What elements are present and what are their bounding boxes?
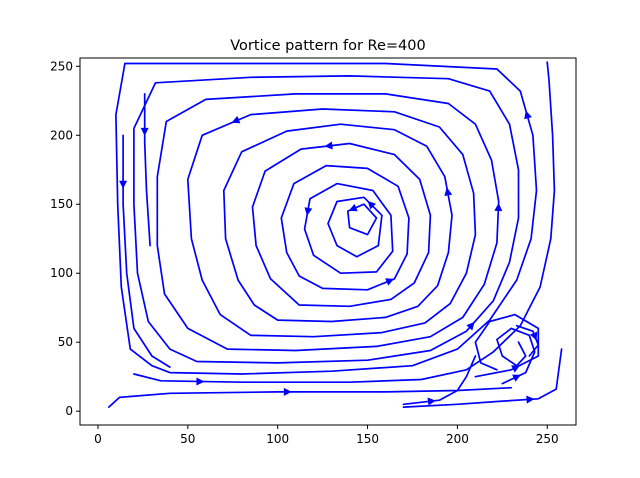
x-tick-label-3: 150 [356, 432, 379, 446]
streamline-7 [251, 142, 432, 308]
x-tick-label-4: 200 [446, 432, 469, 446]
streamline-18 [143, 93, 151, 247]
streamline-arrow-3 [466, 321, 475, 331]
x-tick-label-1: 50 [180, 432, 195, 446]
streamline-3 [133, 75, 520, 364]
streamlines-layer [107, 61, 563, 408]
streamline-arrow-13 [512, 374, 521, 382]
streamline-10 [327, 196, 383, 258]
chart-title: Vortice pattern for Re=400 [230, 38, 425, 54]
y-tick-label-5: 250 [50, 59, 73, 73]
streamline-8 [280, 164, 410, 291]
streamline-4 [156, 93, 500, 352]
streamline-16 [402, 355, 477, 406]
streamline-arrow-14 [511, 365, 520, 373]
x-tick-label-0: 0 [94, 432, 102, 446]
streamline-arrow-4 [494, 202, 503, 212]
y-tick-label-2: 100 [50, 266, 73, 280]
streamline-12 [402, 348, 563, 408]
x-axis: 0 50 100 150 200 250 [94, 425, 559, 446]
streamline-arrow-10 [367, 200, 376, 210]
streamline-1 [133, 61, 556, 384]
streamline-9 [303, 182, 394, 275]
x-tick-label-5: 250 [536, 432, 559, 446]
streamline-arrow-17 [119, 180, 128, 189]
streamline-arrow-11 [348, 203, 358, 212]
streamline-2 [115, 62, 538, 375]
streamline-arrow-5 [231, 115, 241, 124]
streamline-arrow-1 [196, 377, 205, 386]
streamline-arrow-16 [427, 397, 436, 406]
y-tick-label-1: 50 [58, 335, 73, 349]
streamline-6 [222, 123, 453, 323]
streamline-17 [122, 134, 171, 368]
streamline-arrow-0 [283, 387, 292, 396]
streamline-arrow-7 [324, 141, 333, 150]
y-tick-label-3: 150 [50, 197, 73, 211]
streamline-arrow-18 [140, 127, 149, 136]
streamline-5 [186, 108, 477, 338]
x-tick-label-2: 100 [266, 432, 289, 446]
streamline-arrow-6 [444, 187, 453, 196]
streamline-arrow-8 [385, 278, 395, 286]
y-tick-label-0: 0 [65, 404, 73, 418]
streamline-arrow-9 [304, 207, 313, 216]
plot-frame [79, 57, 577, 426]
streamline-14 [474, 313, 540, 378]
streamline-13 [496, 327, 536, 385]
streamline-arrow-12 [526, 395, 535, 404]
y-tick-label-4: 200 [50, 128, 73, 142]
streamline-arrow-15 [529, 331, 538, 341]
streamline-arrow-2 [524, 110, 532, 120]
y-axis: 0 50 100 150 200 250 [50, 59, 80, 418]
